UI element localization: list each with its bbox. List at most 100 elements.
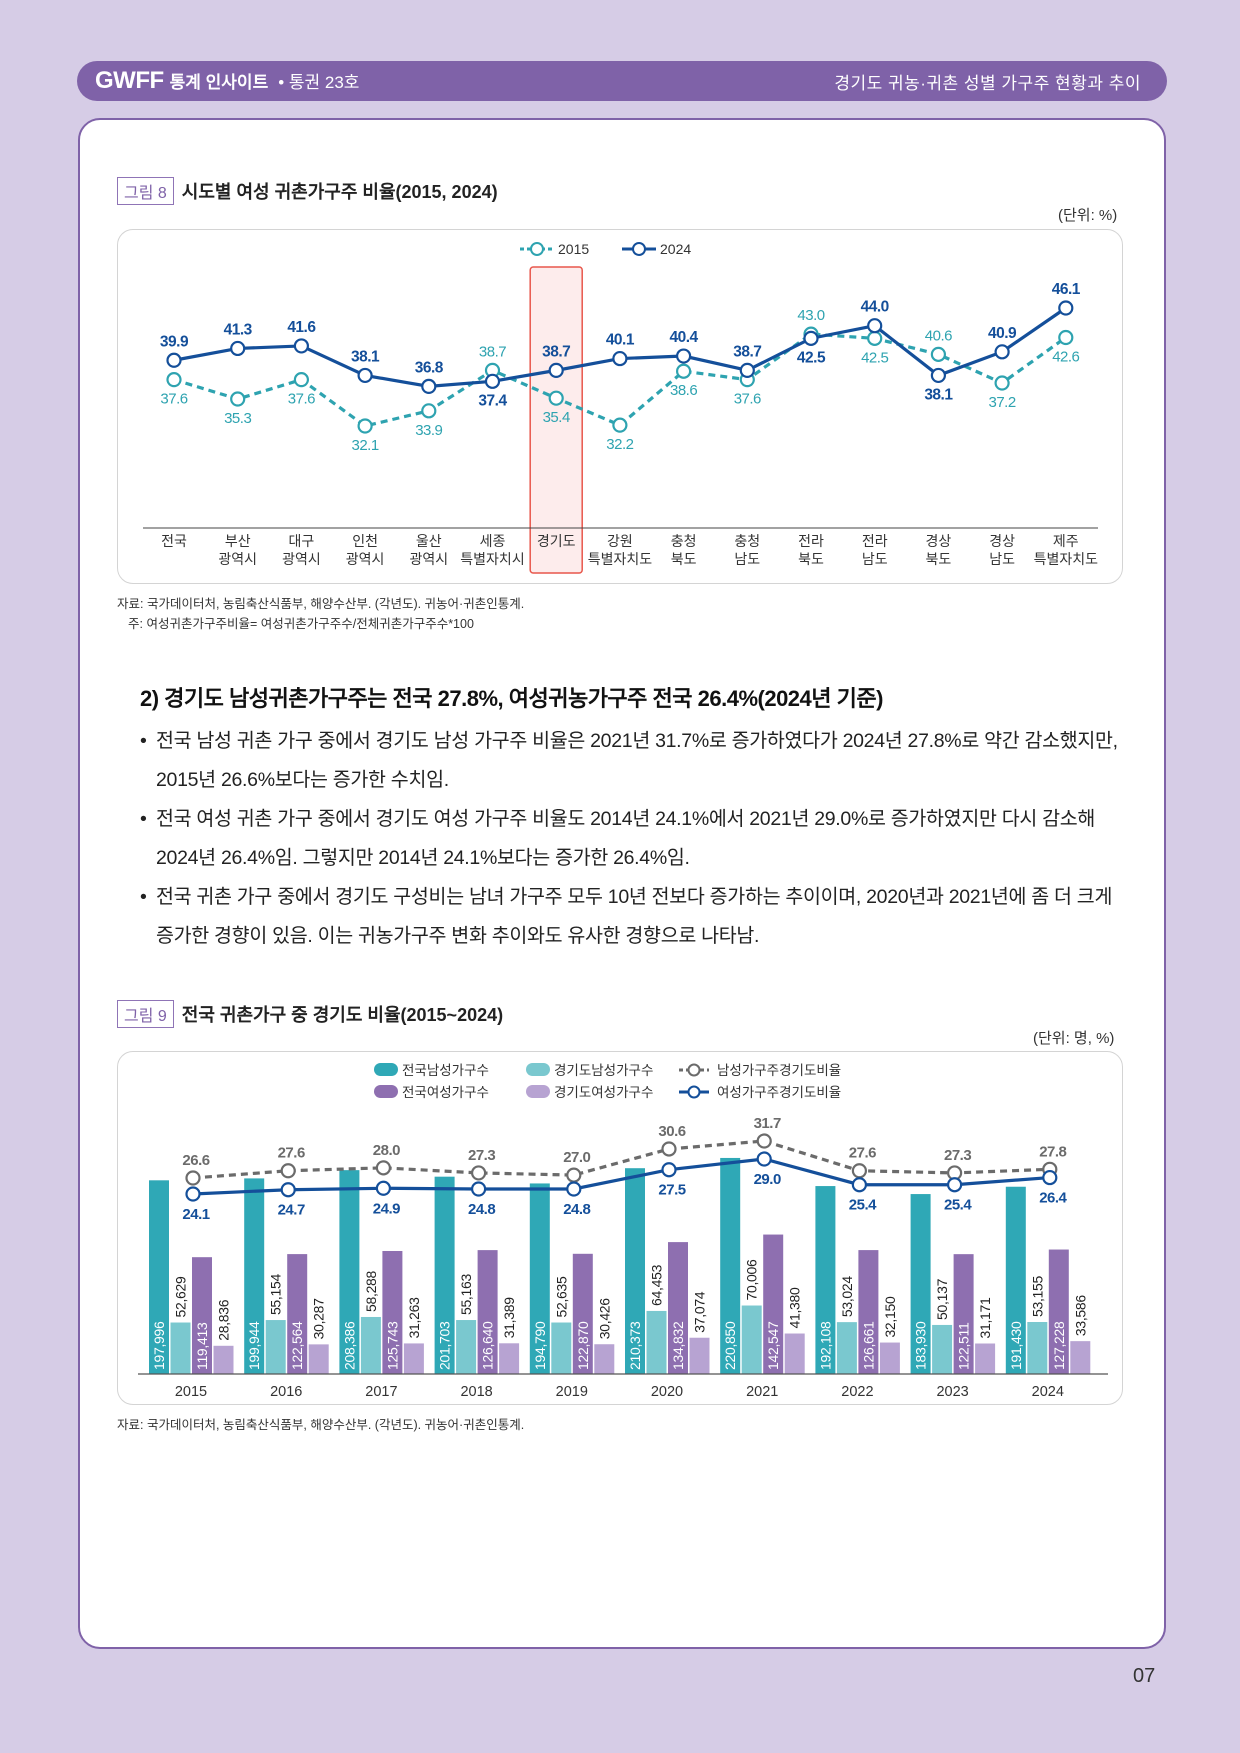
bar-경기도여성가구수 [594, 1344, 615, 1374]
data-point-2024 [1058, 300, 1074, 316]
bar-label-전국남성가구수: 183,930 [913, 1321, 929, 1370]
x-tick-label: 2016 [270, 1384, 302, 1400]
bar-전국남성가구수 [1005, 1186, 1026, 1374]
bar-전국여성가구수 [668, 1242, 688, 1374]
x-tick-label: 강원 [607, 533, 633, 549]
brand: GWFF 통계 인사이트 • 통권 23호 [95, 67, 359, 95]
bar-경기도남성가구수 [932, 1324, 953, 1374]
bar-전국남성가구수 [720, 1157, 741, 1374]
data-label-2024: 37.4 [478, 392, 507, 409]
data-point-여성가구주경기도비율 [756, 1151, 772, 1167]
data-label-2015: 37.6 [734, 391, 761, 408]
data-label-여성가구주경기도비율: 24.9 [373, 1200, 400, 1217]
data-label-2015: 40.6 [925, 327, 952, 344]
x-tick-label: 2020 [651, 1384, 683, 1400]
x-tick-label: 광역시 [409, 551, 448, 567]
data-point-2015 [548, 390, 564, 406]
bar-경기도여성가구수 [308, 1344, 329, 1374]
data-label-2024: 40.9 [988, 325, 1017, 342]
x-tick-label: 특별자치도 [1034, 551, 1099, 567]
bar-전국남성가구수 [244, 1178, 265, 1374]
data-label-2024: 42.5 [797, 349, 826, 366]
bar-label-경기도남성가구수: 53,155 [1029, 1275, 1045, 1317]
x-tick-label: 인천 [352, 533, 378, 549]
bar-label-경기도남성가구수: 55,163 [458, 1274, 474, 1316]
bar-label-전국남성가구수: 208,386 [341, 1321, 357, 1370]
data-point-2015 [230, 391, 246, 407]
data-point-남성가구주경기도비율 [471, 1165, 487, 1181]
publication-name: 통계 인사이트 [169, 73, 269, 92]
bar-label-전국여성가구수: 122,870 [575, 1321, 591, 1370]
data-point-2015 [930, 346, 947, 362]
data-label-2015: 37.2 [988, 394, 1015, 411]
x-tick-label: 2022 [841, 1384, 873, 1400]
bar-전국여성가구수 [572, 1253, 593, 1374]
data-label-2015: 35.4 [543, 409, 570, 426]
bar-경기도여성가구수 [499, 1343, 520, 1374]
data-point-여성가구주경기도비율 [661, 1162, 677, 1178]
data-label-2024: 44.0 [861, 299, 889, 316]
data-point-2015 [421, 403, 437, 419]
bar-label-경기도남성가구수: 50,137 [934, 1278, 950, 1320]
data-label-2024: 36.8 [415, 359, 444, 376]
data-label-2015: 38.7 [479, 343, 506, 360]
legend-marker-2015 [530, 242, 544, 256]
data-label-여성가구주경기도비율: 25.4 [944, 1197, 972, 1214]
data-point-2024 [930, 367, 947, 384]
bar-경기도남성가구수 [170, 1322, 191, 1374]
figure8-badge: 그림 8 [117, 177, 174, 205]
bullet-item: 전국 여성 귀촌 가구 중에서 경기도 여성 가구주 비율도 2014년 24.… [140, 800, 1125, 878]
data-point-2024 [994, 344, 1010, 360]
data-label-2024: 40.1 [606, 332, 635, 349]
data-label-2015: 32.2 [606, 436, 633, 453]
x-tick-label: 2023 [936, 1384, 968, 1400]
data-point-2015 [166, 372, 182, 388]
data-label-남성가구주경기도비율: 27.3 [468, 1147, 495, 1164]
data-label-2024: 41.6 [287, 319, 316, 336]
bar-label-전국여성가구수: 119,413 [194, 1322, 210, 1370]
x-tick-label: 충청 [671, 533, 697, 549]
data-label-여성가구주경기도비율: 27.5 [658, 1182, 685, 1199]
data-point-여성가구주경기도비율 [471, 1181, 487, 1197]
x-tick-label: 북도 [671, 551, 697, 567]
data-point-여성가구주경기도비율 [946, 1177, 963, 1193]
page-number: 07 [1133, 1665, 1156, 1687]
legend-label-전국남성가구수: 전국남성가구수 [402, 1063, 489, 1078]
series-line-여성가구주경기도비율 [192, 1157, 1050, 1196]
bar-label-전국남성가구수: 197,996 [151, 1321, 167, 1370]
bar-경기도남성가구수 [646, 1310, 667, 1374]
data-label-여성가구주경기도비율: 24.1 [182, 1206, 209, 1223]
bar-전국여성가구수 [953, 1254, 974, 1374]
data-label-여성가구주경기도비율: 25.4 [849, 1197, 877, 1214]
x-tick-label: 경기도 [537, 533, 576, 549]
data-label-2024: 38.1 [351, 348, 380, 365]
data-label-남성가구주경기도비율: 27.8 [1039, 1143, 1066, 1160]
data-point-2015 [357, 418, 373, 434]
highlight-box [529, 266, 583, 574]
bar-label-경기도여성가구수: 31,263 [406, 1297, 422, 1339]
data-point-2024 [803, 330, 819, 346]
legend-label-경기도남성가구수: 경기도남성가구수 [554, 1063, 653, 1078]
bar-label-전국여성가구수: 127,228 [1051, 1321, 1067, 1370]
data-point-남성가구주경기도비율 [756, 1133, 772, 1149]
data-label-남성가구주경기도비율: 27.3 [944, 1147, 971, 1164]
figure8-chart-box: 2015 2024 전국 부산 광역시 대구 광역시 인천 광역시 울산 광역시 세종 특별자치시 경기도… [117, 229, 1123, 584]
legend-label-2024: 2024 [660, 241, 691, 257]
data-point-2015 [293, 372, 309, 388]
data-label-2015: 42.6 [1052, 349, 1079, 366]
data-point-2015 [612, 417, 628, 433]
bar-label-경기도여성가구수: 41,380 [787, 1287, 803, 1329]
data-label-남성가구주경기도비율: 27.6 [849, 1145, 876, 1162]
x-tick-label: 특별자치도 [588, 551, 653, 567]
data-point-남성가구주경기도비율 [280, 1163, 296, 1179]
bar-경기도여성가구수 [879, 1342, 900, 1374]
legend-label-전국여성가구수: 전국여성가구수 [402, 1085, 489, 1100]
data-label-2024: 38.7 [733, 343, 761, 360]
data-point-2015 [1058, 329, 1074, 346]
data-label-2015: 37.6 [288, 391, 315, 408]
bullet-list: 전국 남성 귀촌 가구 중에서 경기도 남성 가구주 비율은 2021년 31.… [140, 722, 1125, 956]
bar-경기도남성가구수 [360, 1316, 381, 1374]
x-tick-label: 경상 [926, 533, 952, 549]
x-tick-label: 2024 [1032, 1384, 1064, 1400]
x-tick-label: 충청 [734, 533, 760, 549]
